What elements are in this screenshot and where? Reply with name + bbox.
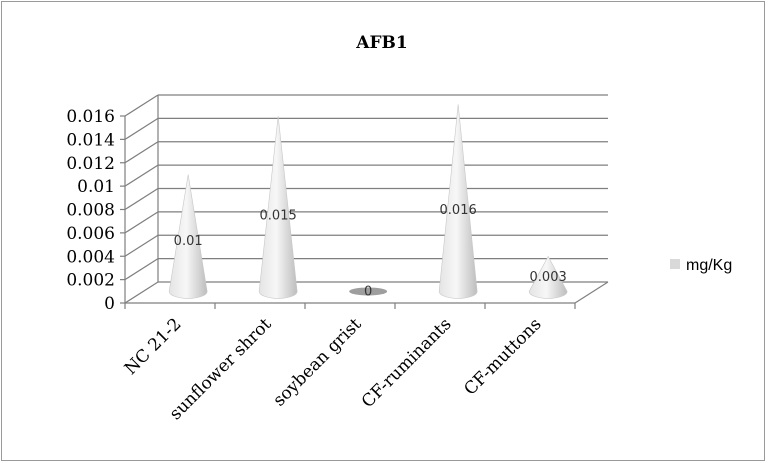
side-gridline	[124, 211, 159, 234]
y-tick-label: 0.014	[66, 130, 115, 150]
y-tick-label: 0.01	[77, 177, 115, 197]
side-gridline	[124, 234, 159, 257]
y-tick-label: 0.008	[66, 201, 115, 221]
cone-body	[438, 104, 478, 299]
chart-walls	[120, 94, 609, 309]
category-label: CF-ruminants	[358, 314, 456, 412]
y-tick-label: 0	[104, 294, 115, 314]
cone-base	[349, 287, 388, 296]
data-labels: 0.01 0.015 0 0.016 0.003	[174, 203, 567, 299]
side-gridline	[124, 258, 159, 281]
y-tick-label: 0.016	[66, 107, 115, 127]
y-tick-label: 0.002	[66, 271, 115, 291]
category-label: soybean grist	[269, 314, 365, 410]
side-gridline	[124, 117, 159, 140]
floor-right-edge	[574, 281, 609, 304]
cone	[528, 255, 568, 299]
chart-title: AFB1	[355, 33, 407, 53]
cone	[168, 174, 208, 299]
cone-body	[528, 255, 568, 299]
cone	[349, 287, 388, 296]
y-tick-label: 0.012	[66, 154, 115, 174]
cone	[258, 116, 298, 299]
data-label: 0.003	[530, 270, 567, 285]
side-gridline	[124, 164, 159, 187]
cone	[438, 104, 478, 299]
y-axis-ticks: 0 0.002 0.004 0.006 0.008 0.01 0.012 0.014 0.016	[66, 107, 115, 314]
legend-swatch	[670, 259, 680, 269]
data-label: 0.016	[440, 203, 477, 218]
cone-body	[258, 116, 298, 299]
y-tick-label: 0.006	[66, 224, 115, 244]
category-label: NC 21-2	[121, 314, 186, 379]
data-label: 0.015	[260, 208, 297, 223]
side-gridline	[124, 141, 159, 164]
side-gridline	[124, 94, 159, 117]
legend: mg/Kg	[670, 257, 732, 274]
y-tick-label: 0.004	[66, 247, 115, 267]
category-label: CF-muttons	[460, 314, 545, 399]
side-gridline	[124, 187, 159, 211]
cone-body	[168, 174, 208, 299]
side-gridline	[124, 281, 159, 304]
chart-cones	[168, 104, 568, 299]
legend-label: mg/Kg	[686, 257, 732, 274]
data-label: 0	[364, 284, 372, 299]
data-label: 0.01	[174, 234, 203, 249]
